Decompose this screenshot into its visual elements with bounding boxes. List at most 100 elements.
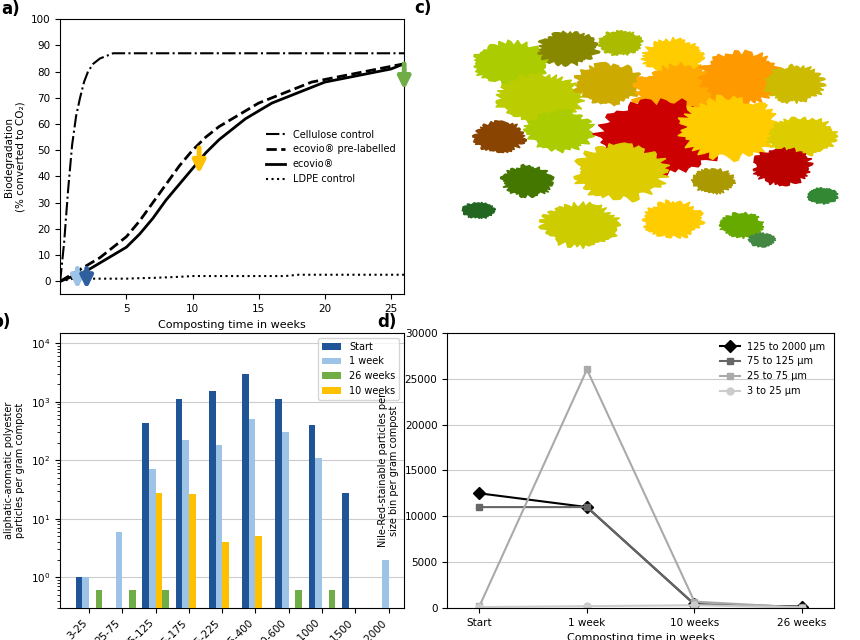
ecovio® [148, 214, 158, 222]
LDPE control [200, 272, 211, 280]
LDPE control [320, 271, 330, 278]
125 to 2000 µm [475, 490, 485, 497]
Y-axis label: aliphatic-aromatic polyester
particles per gram compost: aliphatic-aromatic polyester particles p… [3, 402, 26, 539]
75 to 125 µm [796, 604, 807, 611]
Text: c): c) [415, 0, 432, 17]
Bar [249, 419, 255, 640]
LDPE control [399, 271, 409, 278]
ecovio® [386, 65, 396, 73]
Bar [175, 399, 182, 640]
Bar [129, 590, 136, 640]
ecovio® pre-labelled [399, 60, 409, 68]
Bar [243, 374, 249, 640]
Bar [282, 432, 289, 640]
ecovio® pre-labelled [95, 254, 105, 262]
Bar [116, 532, 122, 640]
Cellulose control [187, 49, 198, 57]
Cellulose control [88, 60, 98, 68]
Bar [163, 590, 169, 640]
Cellulose control [55, 278, 65, 285]
Line: 125 to 2000 µm: 125 to 2000 µm [476, 489, 806, 611]
Cellulose control [95, 54, 105, 62]
Line: 25 to 75 µm: 25 to 75 µm [476, 366, 806, 611]
LDPE control [346, 271, 356, 278]
Polygon shape [501, 164, 554, 198]
25 to 75 µm [475, 602, 485, 610]
Polygon shape [599, 30, 643, 55]
Line: 75 to 125 µm: 75 to 125 µm [476, 504, 806, 611]
25 to 75 µm [689, 598, 699, 605]
ecovio® pre-labelled [254, 99, 264, 107]
Polygon shape [808, 188, 838, 204]
Bar [95, 590, 102, 640]
Polygon shape [574, 143, 670, 202]
Bar [143, 423, 149, 640]
X-axis label: Composting time in weeks: Composting time in weeks [567, 633, 715, 640]
ecovio® [200, 149, 211, 157]
Cellulose control [372, 49, 383, 57]
Polygon shape [764, 65, 826, 104]
ecovio® pre-labelled [267, 94, 277, 102]
Text: 500 µm: 500 µm [459, 266, 512, 278]
Polygon shape [474, 40, 551, 87]
LDPE control [386, 271, 396, 278]
Cellulose control [267, 49, 277, 57]
LDPE control [306, 271, 316, 278]
Cellulose control [214, 49, 224, 57]
Cellulose control [134, 49, 144, 57]
Polygon shape [462, 202, 495, 218]
LDPE control [148, 274, 158, 282]
ecovio® pre-labelled [306, 78, 316, 86]
Polygon shape [593, 99, 729, 177]
ecovio® [227, 125, 237, 133]
Cellulose control [75, 94, 85, 102]
Polygon shape [748, 233, 776, 247]
ecovio® pre-labelled [320, 76, 330, 83]
Bar [255, 536, 262, 640]
LDPE control [280, 272, 291, 280]
LDPE control [95, 275, 105, 282]
75 to 125 µm [689, 600, 699, 608]
Bar [222, 542, 229, 640]
Text: d): d) [378, 314, 397, 332]
Text: b): b) [0, 314, 11, 332]
ecovio® pre-labelled [68, 269, 78, 277]
ecovio® [372, 68, 383, 76]
3 to 25 µm [796, 604, 807, 611]
ecovio® pre-labelled [134, 217, 144, 225]
Bar [382, 560, 389, 640]
Y-axis label: Biodegradation
(% converted to CO₂): Biodegradation (% converted to CO₂) [3, 102, 25, 212]
LDPE control [227, 272, 237, 280]
ecovio® [161, 196, 171, 204]
LDPE control [372, 271, 383, 278]
Bar [156, 493, 163, 640]
Bar [189, 493, 195, 640]
LDPE control [254, 272, 264, 280]
ecovio® [240, 115, 250, 123]
Cellulose control [174, 49, 184, 57]
Cellulose control [161, 49, 171, 57]
LDPE control [68, 275, 78, 282]
Cellulose control [67, 141, 77, 149]
Polygon shape [697, 51, 783, 106]
ecovio® [359, 70, 370, 78]
Polygon shape [473, 121, 526, 152]
ecovio® pre-labelled [148, 199, 158, 207]
Cellulose control [121, 49, 132, 57]
ecovio® [55, 278, 65, 285]
X-axis label: Composting time in weeks: Composting time in weeks [158, 319, 306, 330]
Line: Cellulose control: Cellulose control [60, 53, 404, 282]
ecovio® pre-labelled [386, 63, 396, 70]
Cellulose control [240, 49, 250, 57]
LDPE control [161, 273, 171, 281]
LDPE control [293, 271, 304, 278]
Polygon shape [753, 148, 813, 186]
ecovio® pre-labelled [333, 73, 343, 81]
LDPE control [82, 275, 92, 282]
Cellulose control [71, 113, 81, 120]
LDPE control [359, 271, 370, 278]
LDPE control [134, 275, 144, 282]
ecovio® [82, 267, 92, 275]
3 to 25 µm [581, 602, 592, 610]
Cellulose control [83, 68, 93, 76]
